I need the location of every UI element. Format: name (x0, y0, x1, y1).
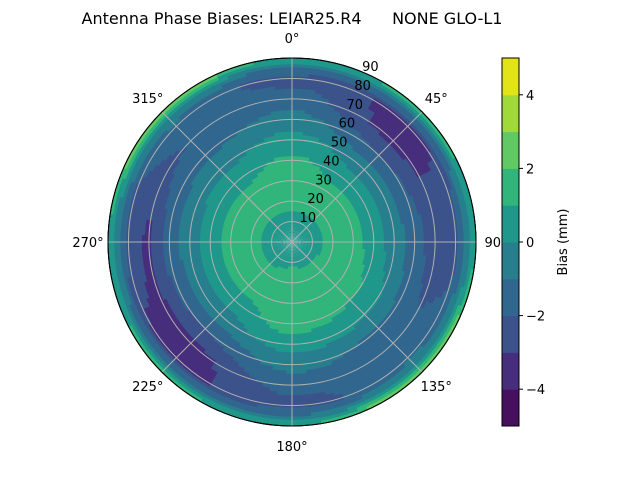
chart-title: Antenna Phase Biases: LEIAR25.R4 NONE GL… (82, 9, 503, 28)
